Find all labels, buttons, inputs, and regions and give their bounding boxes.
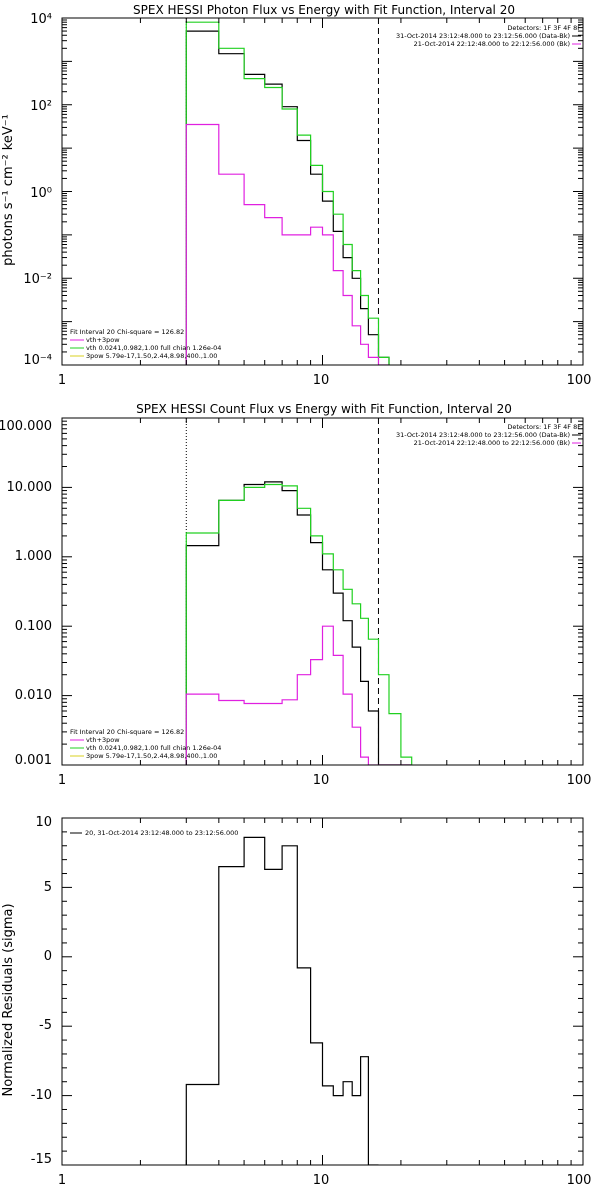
count-plot-area bbox=[61, 417, 584, 766]
residuals-panel: Normalized Residuals (sigma) 10 5 0 -5 -… bbox=[1, 815, 591, 1188]
resid-ytick-label: 10 bbox=[35, 815, 52, 830]
photon-ytick-label: 10² bbox=[30, 99, 52, 114]
photon-xtick-label: 10 bbox=[313, 373, 330, 388]
count-info-vth: vth 0.0241,0.982,1.00 full chian 1.26e-0… bbox=[86, 744, 221, 752]
photon-ytick-label: 10⁻² bbox=[23, 272, 52, 287]
photon-flux-ylabel: photons s⁻¹ cm⁻² keV⁻¹ bbox=[1, 114, 16, 266]
count-info-bk-interval: 21-Oct-2014 22:12:48.000 to 22:12:56.000… bbox=[414, 439, 570, 447]
count-info-fit: Fit Interval 20 Chi-square = 126.82 bbox=[70, 728, 184, 736]
photon-info-detectors: Detectors: 1F 3F 4F 8F bbox=[507, 24, 581, 32]
resid-ytick-label: 0 bbox=[44, 949, 52, 964]
photon-series-vth bbox=[185, 123, 389, 365]
resid-plot-area bbox=[61, 817, 584, 1166]
count-ytick-label: 1.000 bbox=[15, 549, 52, 564]
count-info-data-interval: 31-Oct-2014 23:12:48.000 to 23:12:56.000… bbox=[396, 431, 570, 439]
photon-info-bk-interval: 21-Oct-2014 22:12:48.000 to 22:12:56.000… bbox=[414, 40, 570, 48]
resid-ytick-label: -15 bbox=[31, 1152, 52, 1167]
count-series-vth-3pow bbox=[185, 483, 413, 765]
count-ytick-label: 0.010 bbox=[15, 688, 52, 703]
photon-flux-title: SPEX HESSI Photon Flux vs Energy with Fi… bbox=[133, 3, 515, 17]
resid-legend-label: 20, 31-Oct-2014 23:12:48.000 to 23:12:56… bbox=[85, 829, 238, 837]
resid-series-20-31-oct-2014-23-12-48-000-to-23-12-56-000 bbox=[185, 836, 379, 1165]
photon-ytick-label: 10⁴ bbox=[30, 12, 52, 27]
resid-xtick-label: 10 bbox=[313, 1173, 330, 1188]
resid-xtick-label: 1 bbox=[58, 1173, 66, 1188]
count-series-vth bbox=[185, 625, 412, 765]
photon-ytick-label: 10⁰ bbox=[30, 186, 52, 201]
resid-ytick-label: -5 bbox=[39, 1018, 52, 1033]
count-info-3pow: 3pow 5.79e-17,1.50,2.44,8.98,400.,1.00 bbox=[86, 752, 217, 760]
count-xtick-label: 100 bbox=[567, 773, 592, 788]
count-flux-panel: SPEX HESSI Count Flux vs Energy with Fit… bbox=[0, 402, 591, 788]
residuals-ylabel: Normalized Residuals (sigma) bbox=[1, 903, 16, 1096]
count-xtick-label: 10 bbox=[313, 773, 330, 788]
photon-xtick-label: 100 bbox=[567, 373, 592, 388]
photon-info-fit: Fit Interval 20 Chi-square = 126.82 bbox=[70, 328, 184, 336]
photon-ytick-label: 10⁻⁴ bbox=[23, 353, 52, 368]
resid-xtick-label: 100 bbox=[567, 1173, 592, 1188]
photon-info-vth: vth 0.0241,0.982,1.00 full chian 1.26e-0… bbox=[86, 344, 221, 352]
photon-info-model: vth+3pow bbox=[86, 336, 120, 344]
count-ytick-label: 0.001 bbox=[15, 753, 52, 768]
photon-flux-panel: SPEX HESSI Photon Flux vs Energy with Fi… bbox=[1, 3, 591, 388]
photon-info-data-interval: 31-Oct-2014 23:12:48.000 to 23:12:56.000… bbox=[396, 32, 570, 40]
count-flux-title: SPEX HESSI Count Flux vs Energy with Fit… bbox=[136, 402, 512, 416]
photon-xtick-label: 1 bbox=[58, 373, 66, 388]
photon-plot-area bbox=[61, 17, 584, 366]
count-series-data-bk bbox=[185, 481, 412, 765]
count-info-model: vth+3pow bbox=[86, 736, 120, 744]
count-ytick-label: 0.100 bbox=[15, 619, 52, 634]
count-xtick-label: 1 bbox=[58, 773, 66, 788]
photon-info-3pow: 3pow 5.79e-17,1.50,2.44,8.98,400.,1.00 bbox=[86, 352, 217, 360]
resid-ytick-label: -10 bbox=[31, 1088, 52, 1103]
count-info-detectors: Detectors: 1F 3F 4F 8F bbox=[507, 423, 581, 431]
photon-series-vth-3pow bbox=[185, 21, 390, 365]
count-ytick-label: 100.000 bbox=[0, 419, 52, 434]
count-ytick-label: 10.000 bbox=[7, 480, 53, 495]
resid-ytick-label: 5 bbox=[44, 880, 52, 895]
